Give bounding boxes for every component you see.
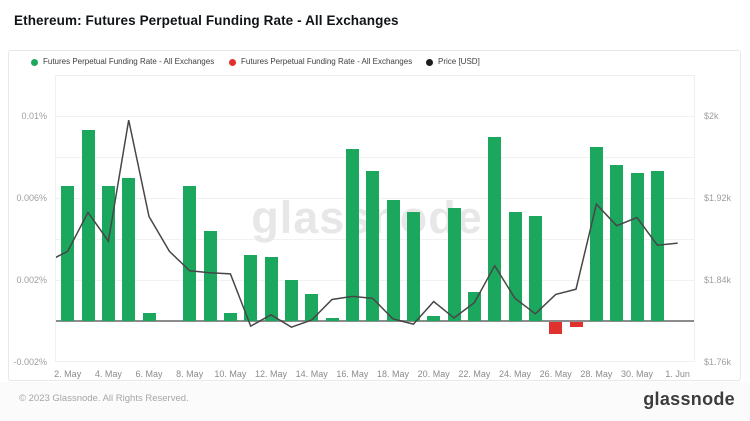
- y-axis-label-left: -0.002%: [13, 357, 47, 367]
- funding-bar-22-may: [467, 292, 481, 321]
- x-axis-label: 14. May: [295, 369, 328, 379]
- gridline: [55, 361, 695, 362]
- legend-label: Futures Perpetual Funding Rate - All Exc…: [241, 57, 413, 66]
- funding-bar-21-may: [447, 208, 461, 321]
- funding-bar-6-may: [142, 312, 156, 321]
- y-axis-label-left: 0.006%: [16, 193, 47, 203]
- funding-bar-17-may: [366, 171, 380, 321]
- y-axis-label-right: $1.92k: [704, 193, 732, 203]
- funding-bar-13-may: [284, 280, 298, 321]
- funding-bar-29-may: [610, 165, 624, 321]
- funding-bar-24-may: [508, 212, 522, 321]
- x-axis-label: 26. May: [539, 369, 572, 379]
- funding-bar-3-may: [81, 130, 95, 321]
- y-axis-label-right: $2k: [704, 111, 719, 121]
- legend-item-funding-long[interactable]: Futures Perpetual Funding Rate - All Exc…: [31, 56, 214, 68]
- plot-area[interactable]: glassnode: [55, 75, 695, 362]
- funding-bar-10-may: [223, 312, 237, 321]
- legend-label: Price [USD]: [438, 57, 480, 66]
- funding-bar-23-may: [488, 136, 502, 321]
- x-axis-label: 20. May: [417, 369, 450, 379]
- funding-bar-15-may: [325, 317, 339, 321]
- y-axis-label-right: $1.84k: [704, 275, 732, 285]
- funding-bar-8-may: [183, 185, 197, 321]
- funding-bar-16-may: [345, 148, 359, 321]
- x-axis-label: 22. May: [458, 369, 491, 379]
- x-axis-label: 8. May: [176, 369, 204, 379]
- legend-item-price[interactable]: Price [USD]: [426, 56, 480, 68]
- footer-copyright: © 2023 Glassnode. All Rights Reserved.: [19, 393, 189, 404]
- y-axis-label-left: 0.01%: [21, 111, 47, 121]
- x-axis-label: 30. May: [621, 369, 654, 379]
- funding-bar-28-may: [589, 146, 603, 321]
- funding-bar-5-may: [122, 177, 136, 321]
- x-axis-label: 28. May: [580, 369, 613, 379]
- y-axis-label-right: $1.76k: [704, 357, 732, 367]
- legend-marker-red-icon: [229, 58, 236, 66]
- funding-bar-30-may: [630, 173, 644, 321]
- gridline: [55, 75, 695, 76]
- footer: [0, 382, 750, 421]
- chart-panel: Futures Perpetual Funding Rate - All Exc…: [8, 50, 741, 381]
- legend-marker-black-icon: [426, 58, 433, 66]
- funding-bar-26-may: [549, 322, 563, 335]
- x-axis-label: 18. May: [377, 369, 410, 379]
- x-axis-label: 6. May: [135, 369, 163, 379]
- legend-marker-green-icon: [31, 58, 38, 66]
- page-title: Ethereum: Futures Perpetual Funding Rate…: [14, 13, 399, 28]
- x-axis-label: 2. May: [54, 369, 82, 379]
- funding-bar-14-may: [305, 294, 319, 321]
- funding-bar-27-may: [569, 322, 583, 328]
- legend-item-funding-short[interactable]: Futures Perpetual Funding Rate - All Exc…: [229, 56, 412, 68]
- funding-bar-4-may: [101, 185, 115, 321]
- funding-bar-2-may: [61, 185, 75, 321]
- x-axis-label: 10. May: [214, 369, 247, 379]
- x-axis-label: 1. Jun: [665, 369, 690, 379]
- x-axis-label: 12. May: [255, 369, 288, 379]
- y-axis-label-left: 0.002%: [16, 275, 47, 285]
- funding-bar-18-may: [386, 200, 400, 321]
- funding-bar-20-may: [427, 315, 441, 321]
- funding-bar-25-may: [528, 216, 542, 321]
- glassnode-logo[interactable]: glassnode: [643, 389, 735, 409]
- x-axis-label: 4. May: [94, 369, 122, 379]
- funding-bar-31-may: [650, 171, 664, 321]
- funding-bar-12-may: [264, 257, 278, 321]
- x-axis-label: 24. May: [499, 369, 532, 379]
- funding-bar-9-may: [203, 230, 217, 321]
- gridline: [55, 115, 695, 117]
- x-axis-label: 16. May: [336, 369, 369, 379]
- funding-bar-11-may: [244, 255, 258, 321]
- funding-bar-19-may: [406, 212, 420, 321]
- legend-label: Futures Perpetual Funding Rate - All Exc…: [43, 57, 215, 66]
